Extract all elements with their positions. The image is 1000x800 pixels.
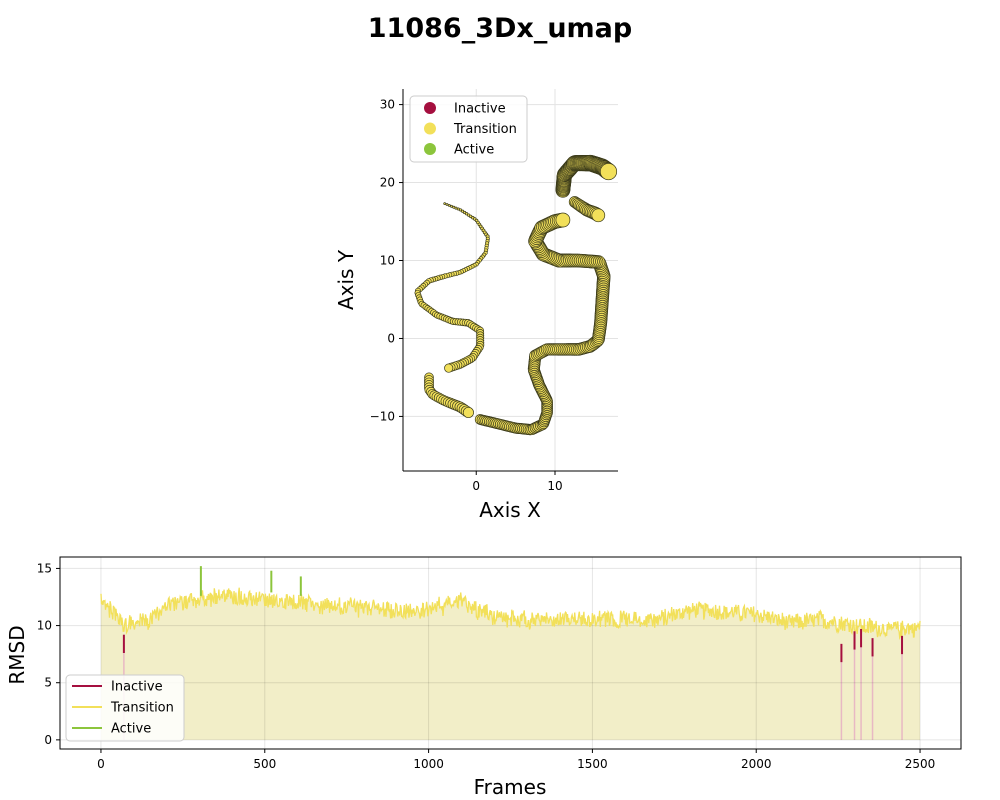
rmsd-transition-line bbox=[100, 587, 921, 641]
rmsd-y-tick-label: 0 bbox=[44, 733, 52, 747]
scatter-x-tick-label: 0 bbox=[472, 479, 480, 493]
scatter-point bbox=[599, 163, 618, 181]
scatter-point bbox=[450, 204, 453, 208]
rmsd-plot-frame bbox=[59, 556, 962, 750]
rmsd-legend-box bbox=[65, 674, 185, 742]
scatter-point bbox=[591, 208, 606, 223]
scatter-point bbox=[444, 363, 454, 373]
umap-scatter-panel: 0 10 −10 0 10 20 30 Axis X Axis Y Inactive Tran… bbox=[334, 89, 618, 522]
scatter-legend-label: Active bbox=[454, 143, 494, 158]
figure-title: 11086_3Dx_umap bbox=[368, 13, 632, 44]
scatter-x-axis-label: Axis X bbox=[479, 498, 541, 522]
scatter-axes: 0 10 −10 0 10 20 30 bbox=[370, 89, 618, 493]
rmsd-y-tick-label: 5 bbox=[44, 676, 52, 690]
scatter-point bbox=[462, 406, 474, 419]
scatter-legend-marker bbox=[424, 102, 436, 114]
scatter-y-tick-label: 20 bbox=[380, 176, 395, 190]
scatter-point bbox=[454, 206, 458, 210]
rmsd-legend-label: Active bbox=[111, 722, 151, 737]
scatter-point bbox=[555, 212, 571, 228]
rmsd-y-tick-label: 10 bbox=[37, 619, 52, 633]
scatter-legend-label: Transition bbox=[453, 122, 517, 137]
scatter-y-axis-label: Axis Y bbox=[334, 249, 358, 310]
rmsd-fill bbox=[101, 587, 920, 740]
scatter-points bbox=[414, 154, 618, 436]
rmsd-legend-label: Transition bbox=[110, 701, 174, 716]
scatter-legend-box bbox=[409, 95, 528, 163]
scatter-y-tick-label: 0 bbox=[387, 331, 395, 345]
rmsd-legend: Inactive Transition Active bbox=[65, 674, 185, 742]
rmsd-x-tick-label: 1000 bbox=[413, 757, 444, 771]
rmsd-line-panel: 0 500 1000 1500 2000 2500 0 5 10 15 Frames RMSD I… bbox=[5, 556, 962, 799]
rmsd-lines bbox=[100, 566, 921, 663]
scatter-point bbox=[447, 203, 451, 207]
scatter-legend-marker bbox=[424, 122, 436, 135]
scatter-point bbox=[458, 208, 463, 212]
rmsd-x-axis-label: Frames bbox=[474, 775, 547, 799]
rmsd-x-tick-label: 1500 bbox=[577, 757, 608, 771]
scatter-legend-marker bbox=[424, 143, 436, 155]
rmsd-axes: 0 500 1000 1500 2000 2500 0 5 10 15 bbox=[37, 556, 962, 771]
rmsd-area-fill bbox=[101, 587, 920, 740]
scatter-point bbox=[445, 203, 449, 206]
scatter-legend-label: Inactive bbox=[454, 102, 506, 117]
scatter-y-tick-label: 30 bbox=[380, 98, 395, 112]
rmsd-x-tick-label: 0 bbox=[97, 757, 105, 771]
rmsd-y-tick-label: 15 bbox=[37, 561, 52, 575]
rmsd-gridlines bbox=[60, 557, 961, 749]
scatter-legend: Inactive Transition Active bbox=[409, 95, 528, 163]
rmsd-x-tick-label: 2000 bbox=[741, 757, 772, 771]
rmsd-y-axis-label: RMSD bbox=[5, 625, 29, 684]
scatter-y-tick-label: −10 bbox=[370, 409, 395, 423]
scatter-x-tick-label: 10 bbox=[547, 479, 562, 493]
rmsd-x-tick-label: 2500 bbox=[905, 757, 936, 771]
rmsd-legend-label: Inactive bbox=[111, 680, 163, 695]
rmsd-x-tick-label: 500 bbox=[253, 757, 276, 771]
scatter-y-tick-label: 10 bbox=[380, 254, 395, 268]
scatter-point bbox=[443, 202, 447, 205]
